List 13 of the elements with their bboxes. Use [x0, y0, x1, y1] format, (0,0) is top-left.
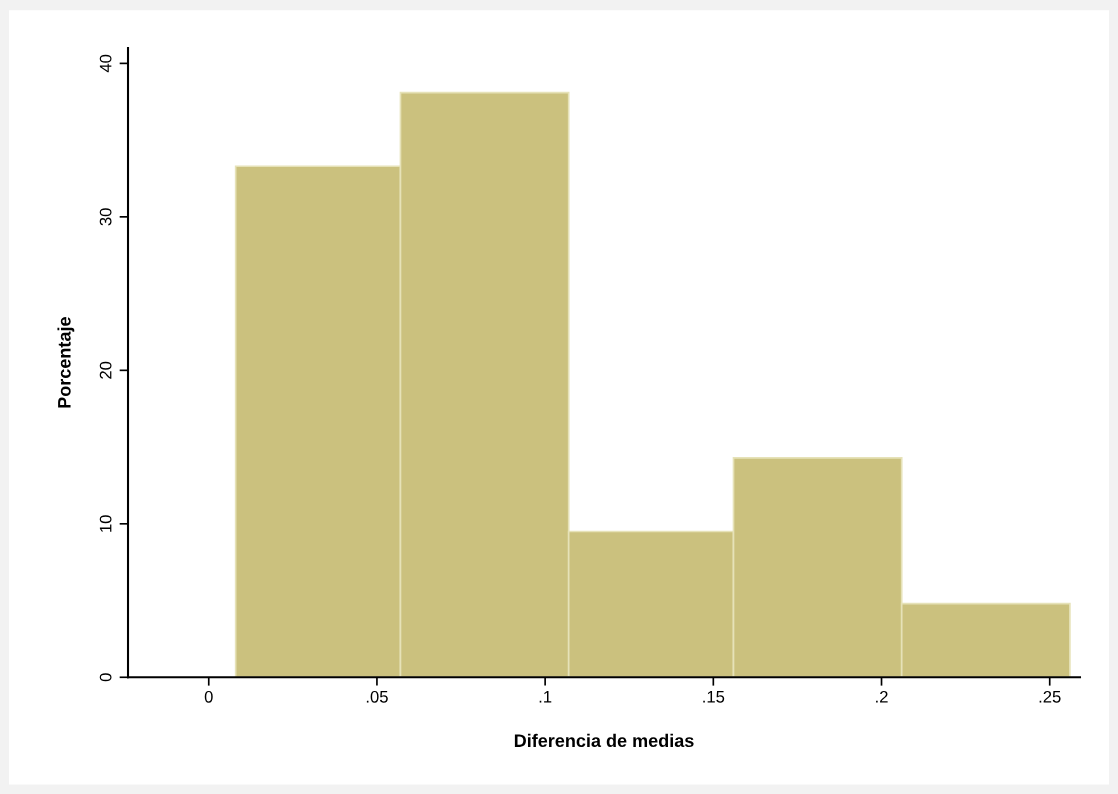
y-axis-title: Porcentaje [57, 317, 75, 408]
y-tick-label: 10 [99, 515, 112, 532]
x-tick-label: .25 [1039, 690, 1061, 703]
x-tick-label: .1 [539, 691, 552, 703]
x-tick-label: 0 [204, 690, 213, 703]
x-axis-title: Diferencia de medias [514, 733, 694, 748]
x-tick-label: .2 [876, 690, 888, 703]
x-tick-label: .05 [366, 690, 388, 703]
y-tick-label: 20 [99, 361, 112, 379]
y-tick-label: 40 [99, 54, 112, 73]
x-tick-label: .15 [703, 691, 725, 703]
y-tick-label: 0 [99, 673, 112, 682]
y-tick-label: 30 [99, 208, 112, 226]
